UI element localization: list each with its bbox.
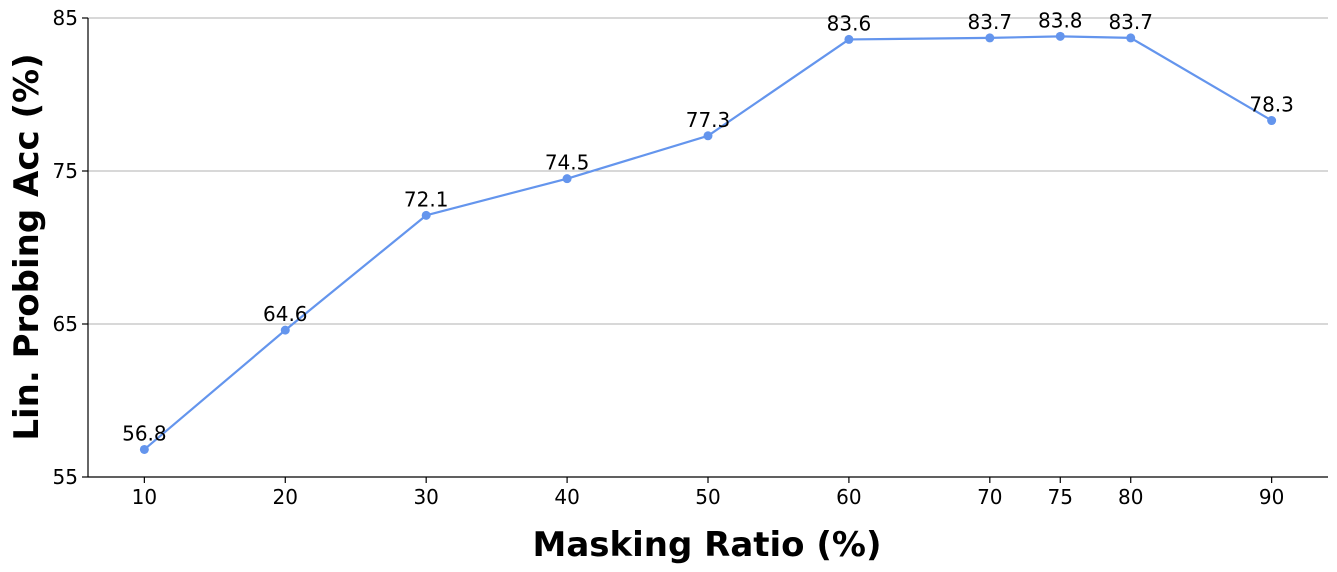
data-point [1126, 33, 1136, 43]
x-tick-label: 90 [1259, 485, 1284, 509]
data-point [562, 174, 572, 184]
x-ticks: 10 20 30 40 50 60 70 75 80 90 [132, 477, 1284, 509]
data-label: 56.8 [122, 421, 167, 445]
data-point [280, 325, 290, 335]
y-tick-label: 85 [53, 6, 78, 30]
data-point [985, 33, 995, 43]
x-tick-label: 80 [1118, 485, 1143, 509]
data-label: 78.3 [1249, 93, 1294, 117]
data-label: 74.5 [545, 151, 590, 175]
x-tick-label: 60 [836, 485, 861, 509]
data-label: 72.1 [404, 187, 449, 211]
series [139, 31, 1277, 454]
x-tick-label: 10 [132, 485, 157, 509]
y-ticks: 55 65 75 85 [53, 6, 88, 489]
y-axis-title: Lin. Probing Acc (%) [7, 53, 47, 440]
x-tick-label: 75 [1048, 485, 1073, 509]
x-tick-label: 70 [977, 485, 1002, 509]
x-axis-title: Masking Ratio (%) [532, 525, 881, 565]
data-point [844, 34, 854, 44]
data-point [703, 131, 713, 141]
y-tick-label: 55 [53, 465, 78, 489]
data-point [421, 210, 431, 220]
data-point [1055, 31, 1065, 41]
series-line [143, 35, 1273, 451]
grid-lines [88, 17, 1328, 325]
y-tick-label: 65 [53, 312, 78, 336]
data-label: 83.8 [1038, 8, 1083, 32]
data-label: 77.3 [686, 108, 731, 132]
data-point [1267, 116, 1277, 126]
x-tick-label: 20 [273, 485, 298, 509]
data-point [139, 444, 149, 454]
data-label: 83.7 [1108, 10, 1153, 34]
data-label: 64.6 [263, 302, 308, 326]
x-tick-label: 30 [413, 485, 438, 509]
data-label: 83.6 [827, 11, 872, 35]
y-tick-label: 75 [53, 159, 78, 183]
x-tick-label: 50 [695, 485, 720, 509]
data-labels: 56.8 64.6 72.1 74.5 77.3 83.6 83.7 83.8 83.7 78.3 [122, 8, 1294, 445]
x-tick-label: 40 [554, 485, 579, 509]
data-label: 83.7 [968, 10, 1013, 34]
axes [87, 18, 1328, 478]
